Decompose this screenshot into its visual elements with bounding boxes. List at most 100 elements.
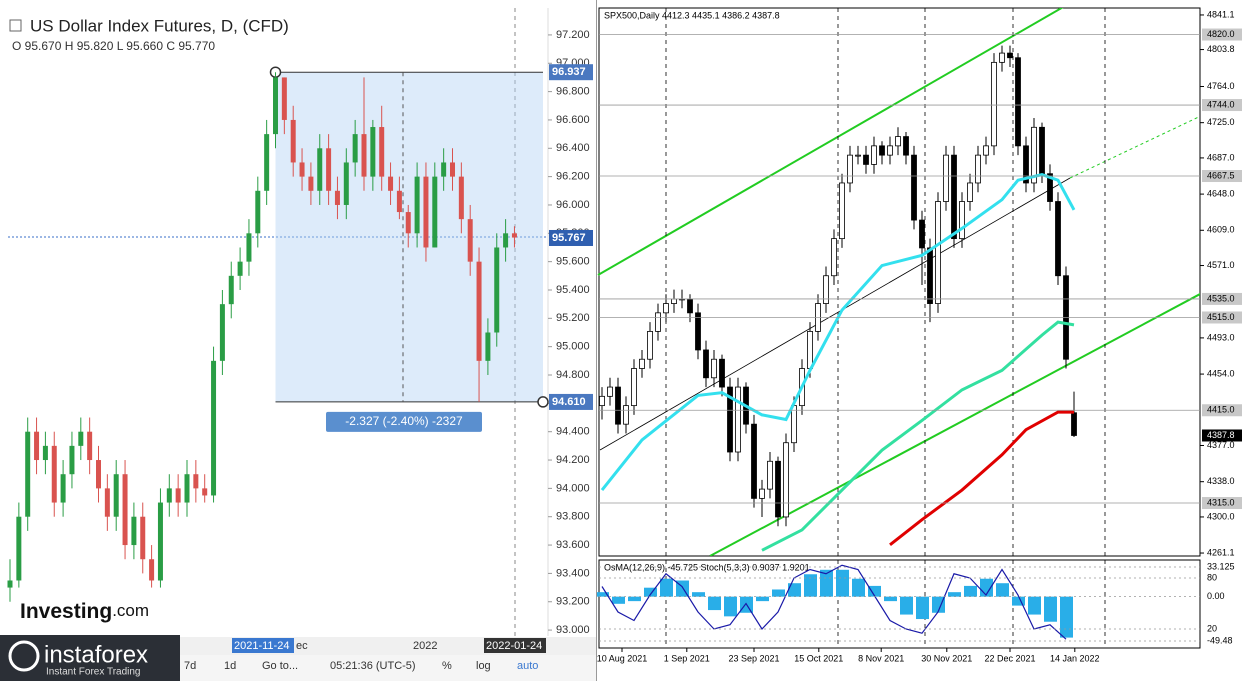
toolbar-item[interactable]: auto <box>517 660 538 672</box>
candle-body <box>211 360 217 496</box>
measure-handle <box>537 396 549 408</box>
x-tick-label: 15 Oct 2021 <box>794 653 843 663</box>
osma-bar <box>708 596 721 611</box>
osc-tick-label: -49.48 <box>1207 635 1233 645</box>
candle-body <box>847 154 853 184</box>
osma-bar <box>1044 596 1057 622</box>
toolbar-item[interactable]: 7d <box>184 660 196 672</box>
toolbar-item[interactable]: 05:21:36 (UTC-5) <box>330 660 416 672</box>
session-lines <box>665 8 1106 648</box>
candle-body <box>51 445 57 503</box>
candle-body <box>326 148 332 191</box>
y-tick-label: 94.400 <box>556 426 590 438</box>
y-tick-label: 97.200 <box>556 29 590 41</box>
x-label: 2021-11-24 <box>234 640 289 652</box>
level-label-box <box>1202 292 1242 305</box>
y-tick-label: 4571.0 <box>1207 260 1235 270</box>
candle-body <box>807 331 813 369</box>
price-label-box <box>549 229 593 246</box>
candle-body <box>951 154 957 240</box>
candle-body <box>927 247 933 304</box>
candle-body <box>999 52 1005 63</box>
level-label-box <box>1202 28 1242 41</box>
candle-body <box>1055 201 1061 277</box>
right-title: SPX500,Daily 4412.3 4435.1 4386.2 4387.8 <box>604 10 780 20</box>
y-tick-label: 93.800 <box>556 511 590 523</box>
y-tick-label: 96.600 <box>556 114 590 126</box>
osc-title: OsMA(12,26,9) -45.725 Stoch(5,3,3) 0.903… <box>604 562 810 572</box>
x-tick-label: 30 Nov 2021 <box>921 653 972 663</box>
last-price-label: 4387.8 <box>1207 430 1235 440</box>
price-label-box <box>549 64 593 81</box>
candle-body <box>751 423 757 499</box>
candle-body <box>599 395 605 407</box>
level-label-box <box>1202 497 1242 510</box>
y-tick-label: 4803.8 <box>1207 44 1235 54</box>
y-tick-label: 4454.0 <box>1207 368 1235 378</box>
right-panel <box>597 0 1245 681</box>
toolbar-item[interactable]: 1d <box>224 660 236 672</box>
osma-bar <box>868 585 881 597</box>
osma-bar <box>756 596 769 602</box>
plot-frame <box>598 7 1201 557</box>
osma-bar <box>1028 596 1041 615</box>
y-tick-label: 93.400 <box>556 567 590 579</box>
candle-body <box>104 488 110 517</box>
y-tick-label: 93.200 <box>556 596 590 608</box>
x-tick-label: 23 Sep 2021 <box>728 653 779 663</box>
x-label: 2022 <box>413 640 437 652</box>
price-label: 95.767 <box>552 232 586 244</box>
candle-body <box>967 182 973 202</box>
x-tick-label: 8 Nov 2021 <box>858 653 904 663</box>
candle-body <box>299 162 305 177</box>
candle-body <box>783 442 789 518</box>
date-highlight <box>232 638 294 653</box>
collapse-icon[interactable] <box>9 19 22 32</box>
candle-body <box>879 145 885 156</box>
candle-body <box>281 77 287 120</box>
candle-body <box>290 119 296 163</box>
osma-bar <box>852 578 865 597</box>
toolbar-item[interactable]: Go to... <box>262 660 298 672</box>
osma-bar <box>836 569 849 597</box>
candle-body <box>458 176 464 220</box>
candle-body <box>264 134 270 191</box>
level-label-box <box>1202 99 1242 112</box>
candle-body <box>16 516 22 581</box>
toolbar-item[interactable]: log <box>476 660 491 672</box>
y-tick-label: 4764.0 <box>1207 81 1235 91</box>
y-tick-label: 4300.0 <box>1207 511 1235 521</box>
y-tick-label: 4609.0 <box>1207 225 1235 235</box>
y-tick-label: 4338.0 <box>1207 476 1235 486</box>
osma-bar <box>772 589 785 597</box>
level-label: 4515.0 <box>1207 312 1235 322</box>
candle-body <box>1023 145 1029 184</box>
candle-body <box>671 298 677 304</box>
osc-tick-label: 0.00 <box>1207 591 1225 601</box>
candle-body <box>42 445 48 461</box>
candle-body <box>695 312 701 351</box>
candle-body <box>122 474 128 546</box>
channel-upper <box>597 8 1064 276</box>
candle-body <box>919 219 925 249</box>
candle-body <box>631 368 637 407</box>
y-tick-label: 96.800 <box>556 86 590 98</box>
osma-bar <box>644 587 657 597</box>
candle-body <box>863 154 869 165</box>
toolbar-item[interactable]: % <box>442 660 452 672</box>
candle-body <box>991 61 997 147</box>
candle-body <box>388 176 394 191</box>
y-tick-label: 94.800 <box>556 369 590 381</box>
candle-body <box>34 431 40 461</box>
y-tick-label: 96.200 <box>556 171 590 183</box>
candle-body <box>96 460 101 489</box>
left-title: US Dollar Index Futures, D, (CFD) <box>30 16 289 35</box>
candle-body <box>935 201 941 304</box>
candle-body <box>370 127 376 177</box>
candle-body <box>432 176 438 248</box>
brand: Investing.com <box>20 600 149 623</box>
price-plot <box>599 45 1077 552</box>
y-tick-label: 95.000 <box>556 341 590 353</box>
candle-body <box>943 154 949 202</box>
